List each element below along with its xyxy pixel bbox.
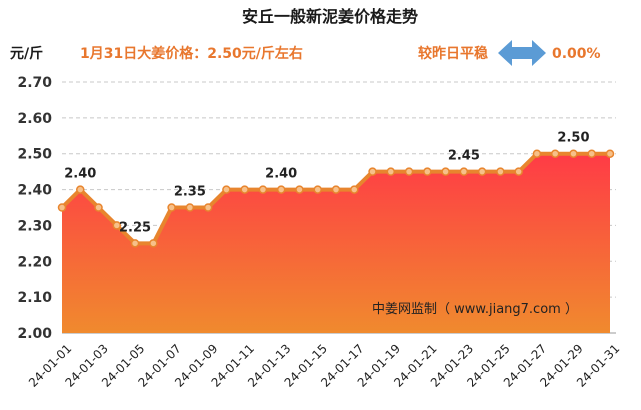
data-point	[350, 185, 359, 194]
y-tick-label: 2.30	[17, 218, 52, 234]
data-point	[222, 185, 231, 194]
data-point	[112, 221, 122, 230]
data-point	[240, 185, 249, 194]
data-point	[331, 185, 341, 194]
data-point	[203, 203, 213, 212]
data-label: 2.50	[557, 131, 589, 146]
double-arrow-icon	[498, 40, 546, 66]
data-point	[441, 167, 450, 176]
watermark: 中姜网监制（ www.jiang7.com ）	[372, 302, 578, 317]
data-point	[76, 185, 85, 194]
data-point	[130, 239, 140, 248]
x-axis: 24-01-0124-01-0324-01-0524-01-0724-01-09…	[26, 341, 622, 389]
y-tick-label: 2.10	[17, 290, 52, 306]
y-tick-label: 2.20	[17, 254, 52, 270]
y-tick-label: 2.50	[17, 147, 52, 163]
unit-label: 元/斤	[10, 45, 43, 62]
data-point	[423, 167, 432, 176]
data-point	[94, 203, 103, 212]
markers	[57, 149, 615, 248]
data-label: 2.40	[64, 167, 96, 182]
data-point	[587, 149, 596, 158]
data-point	[496, 167, 505, 176]
data-point	[368, 167, 377, 176]
chart-title: 安丘一般新泥姜价格走势	[242, 7, 418, 26]
y-tick-label: 2.00	[17, 326, 52, 342]
data-point	[295, 185, 304, 194]
data-point	[149, 239, 158, 248]
y-tick-label: 2.60	[17, 111, 52, 127]
data-point	[167, 203, 176, 212]
data-label: 2.40	[265, 167, 297, 182]
data-point	[313, 185, 322, 194]
data-point	[185, 203, 195, 212]
data-point	[569, 149, 578, 158]
data-point	[514, 167, 523, 176]
data-label: 2.25	[119, 220, 151, 235]
data-point	[459, 167, 469, 176]
data-labels: 2.40 2.25 2.35 2.40 2.45 2.50	[64, 131, 589, 236]
price-info: 1月31日大姜价格：2.50元/斤左右	[80, 45, 303, 62]
data-point	[276, 185, 286, 194]
data-point	[477, 167, 487, 176]
compare-label: 较昨日平稳	[418, 45, 488, 62]
y-axis: 2.00 2.10 2.20 2.30 2.40 2.50 2.60 2.70	[17, 75, 616, 342]
data-point	[605, 149, 615, 158]
data-point	[404, 167, 414, 176]
data-point	[550, 149, 560, 158]
data-label: 2.35	[174, 185, 206, 200]
compare-value: 0.00%	[552, 46, 601, 62]
y-tick-label: 2.70	[17, 75, 52, 91]
price-area	[62, 153, 610, 333]
data-point	[386, 167, 396, 176]
y-tick-label: 2.40	[17, 183, 52, 199]
data-point	[532, 149, 542, 158]
data-point	[57, 203, 67, 212]
data-point	[258, 185, 268, 194]
data-label: 2.45	[448, 149, 480, 164]
